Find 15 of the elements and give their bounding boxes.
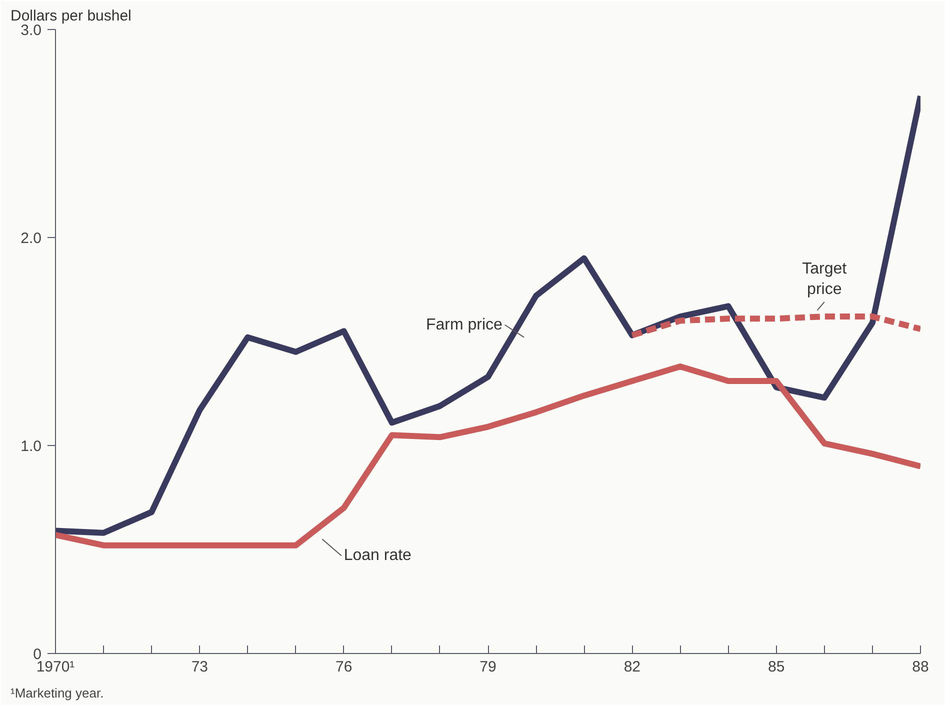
x-tick-label: 85 (768, 658, 785, 676)
x-tick-label: 88 (912, 658, 929, 676)
series-label: Farm price (426, 316, 503, 334)
series-label: Target price (802, 260, 848, 298)
y-tick-label: 1.0 (20, 438, 42, 455)
series-label: Loan rate (344, 547, 412, 564)
x-tick-label: 1970¹ (36, 658, 75, 676)
x-tick-label: 79 (480, 658, 496, 676)
y-tick-label: 3.0 (20, 22, 42, 39)
text: ¹Marketing year. (10, 686, 104, 700)
x-tick-label: 73 (191, 658, 208, 676)
y-axis-title: Dollars per bushel (10, 8, 132, 24)
x-tick-label: 82 (624, 658, 641, 676)
y-tick-label: 2.0 (20, 230, 42, 247)
x-tick-label: 76 (335, 658, 352, 676)
